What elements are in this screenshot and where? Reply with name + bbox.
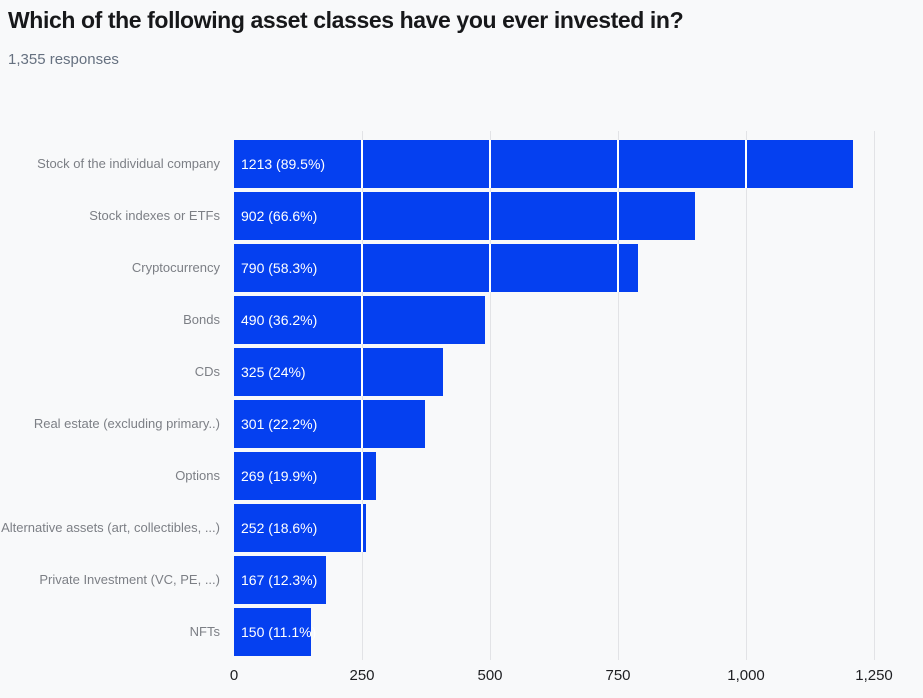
bar: 325 (24%): [234, 348, 443, 396]
response-count: 1,355 responses: [8, 51, 119, 68]
bar-gridline-divider: [361, 400, 363, 448]
category-label: Bonds: [183, 312, 220, 327]
bar-gridline-divider: [361, 452, 363, 500]
bar: 1213 (89.5%): [234, 140, 853, 188]
category-label: Alternative assets (art, collectibles, .…: [1, 520, 220, 535]
bar: 269 (19.9%): [234, 452, 376, 500]
bar-value-label: 269 (19.9%): [241, 468, 318, 484]
bar-value-label: 150 (11.1%): [241, 624, 317, 640]
bar-gridline-divider: [361, 504, 363, 552]
bar-gridline-divider: [617, 140, 619, 188]
bar-value-label: 902 (66.6%): [241, 208, 318, 224]
bar: 301 (22.2%): [234, 400, 425, 448]
bar-value-label: 252 (18.6%): [241, 520, 318, 536]
category-label: Private Investment (VC, PE, ...): [39, 572, 220, 587]
category-label: Options: [175, 468, 220, 483]
bar-gridline-divider: [361, 296, 363, 344]
x-axis-tick-label: 1,250: [855, 667, 893, 684]
bar-value-label: 490 (36.2%): [241, 312, 318, 328]
gridline: [746, 131, 747, 660]
bar-gridline-divider: [489, 192, 491, 240]
page-title: Which of the following asset classes hav…: [8, 7, 684, 33]
x-axis-tick-label: 500: [477, 667, 503, 684]
bar: 167 (12.3%): [234, 556, 326, 604]
category-label: Cryptocurrency: [131, 260, 220, 275]
category-label: Stock of the individual company: [37, 156, 220, 171]
bar-gridline-divider: [361, 140, 363, 188]
bar-gridline-divider: [361, 348, 363, 396]
gridline: [874, 131, 875, 660]
bar-value-label: 301 (22.2%): [241, 416, 318, 432]
bar-gridline-divider: [617, 192, 619, 240]
bar-gridline-divider: [617, 244, 619, 292]
gridline: [618, 131, 619, 660]
bar: 150 (11.1%): [234, 608, 316, 656]
bar: 790 (58.3%): [234, 244, 638, 292]
gridline: [490, 131, 491, 660]
bar-value-label: 1213 (89.5%): [241, 156, 326, 172]
category-label: NFTs: [189, 624, 220, 639]
bar-value-label: 325 (24%): [241, 364, 306, 380]
category-label: Stock indexes or ETFs: [89, 208, 220, 223]
bar-gridline-divider: [361, 244, 363, 292]
category-label: CDs: [194, 364, 220, 379]
bar-value-label: 790 (58.3%): [241, 260, 318, 276]
bar-gridline-divider: [489, 140, 491, 188]
bar-value-label: 167 (12.3%): [241, 572, 318, 588]
bar-gridline-divider: [745, 140, 747, 188]
bar: 252 (18.6%): [234, 504, 366, 552]
bar: 490 (36.2%): [234, 296, 485, 344]
x-axis-tick-label: 0: [229, 667, 239, 684]
bar-gridline-divider: [361, 192, 363, 240]
bar-gridline-divider: [489, 244, 491, 292]
x-axis-tick-label: 1,000: [727, 667, 765, 684]
bar: 902 (66.6%): [234, 192, 695, 240]
x-axis-tick-label: 250: [349, 667, 375, 684]
x-axis-tick-label: 750: [605, 667, 631, 684]
category-label: Real estate (excluding primary..): [33, 416, 220, 431]
